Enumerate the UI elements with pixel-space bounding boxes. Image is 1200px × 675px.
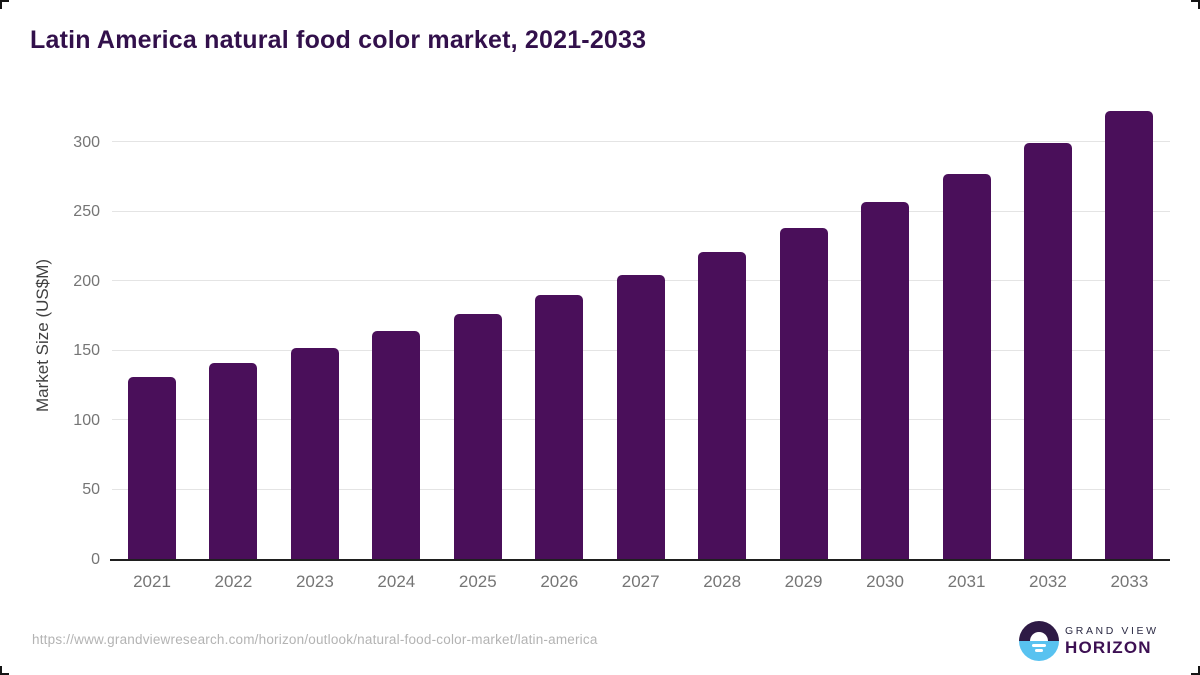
x-tick-2021: 2021 <box>133 572 171 591</box>
gridline-250 <box>112 210 1170 212</box>
bar-2022 <box>209 363 258 559</box>
x-tick-2029: 2029 <box>784 572 823 591</box>
bar-2021 <box>128 376 176 559</box>
bar-2030 <box>861 201 910 559</box>
x-tick-2032: 2032 <box>1029 572 1067 591</box>
brand-name-grand-view: GRAND VIEW <box>1065 625 1159 637</box>
x-tick-2022: 2022 <box>214 572 253 591</box>
corner-mark-top-right <box>1191 0 1200 9</box>
bar-2029 <box>779 228 828 559</box>
x-tick-2023: 2023 <box>295 572 334 591</box>
brand-name-horizon: HORIZON <box>1065 638 1152 657</box>
bar-2027 <box>616 275 665 559</box>
corner-mark-bottom-right <box>1191 666 1200 675</box>
gridline-300 <box>112 141 1170 142</box>
y-tick-200: 200 <box>73 272 100 290</box>
corner-mark-top-left <box>0 0 9 9</box>
bar-2025 <box>453 314 502 559</box>
bar-2024 <box>372 331 421 559</box>
source-url: https://www.grandviewresearch.com/horizo… <box>32 632 598 647</box>
bar-2026 <box>535 294 584 559</box>
bar-2032 <box>1023 143 1072 559</box>
sun-reflection-line-2 <box>1035 649 1043 652</box>
bar-2028 <box>698 251 747 559</box>
bar-2023 <box>290 347 339 559</box>
x-tick-2033: 2033 <box>1110 572 1149 591</box>
x-tick-2030: 2030 <box>866 572 904 591</box>
plot-area <box>112 110 1170 559</box>
sun-reflection-line-1 <box>1032 644 1046 647</box>
corner-mark-bottom-left <box>0 666 9 675</box>
x-tick-2028: 2028 <box>703 572 742 591</box>
horizon-sunset-icon <box>1019 621 1059 661</box>
x-tick-2026: 2026 <box>540 572 579 591</box>
x-tick-2031: 2031 <box>947 572 986 591</box>
x-tick-2024: 2024 <box>377 572 416 591</box>
grand-view-horizon-logo: GRAND VIEW HORIZON <box>1019 620 1169 662</box>
y-tick-0: 0 <box>91 550 100 568</box>
y-tick-150: 150 <box>73 342 100 359</box>
y-tick-100: 100 <box>73 411 100 429</box>
sun-shape <box>1030 632 1048 641</box>
y-tick-250: 250 <box>73 203 100 220</box>
y-tick-50: 50 <box>82 481 100 498</box>
bar-2031 <box>942 173 991 559</box>
x-tick-2025: 2025 <box>458 572 497 591</box>
x-tick-2027: 2027 <box>621 572 660 591</box>
x-axis-line <box>110 559 1170 561</box>
bar-2033 <box>1105 111 1154 559</box>
chart-title: Latin America natural food color market,… <box>30 26 647 54</box>
y-tick-300: 300 <box>73 133 100 151</box>
